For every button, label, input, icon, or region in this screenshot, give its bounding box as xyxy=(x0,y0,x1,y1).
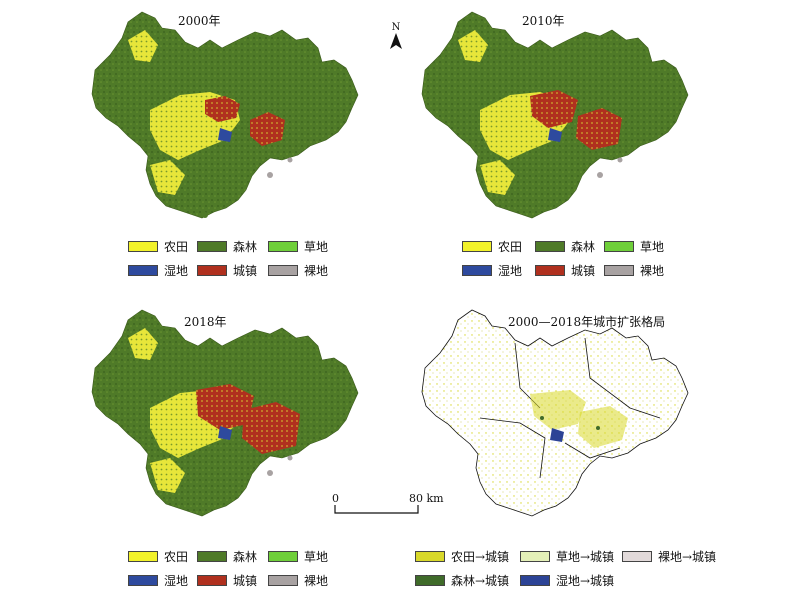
landcover-map-2010 xyxy=(421,11,689,219)
legend-swatch xyxy=(462,241,492,252)
legend-item-barren-to-urban: 裸地→城镇 xyxy=(622,548,716,565)
scale-bar-line xyxy=(334,505,419,514)
legend-item-urban: 城镇 xyxy=(535,262,595,279)
legend-item-barren: 裸地 xyxy=(604,262,664,279)
legend-item-wetland: 湿地 xyxy=(128,572,188,589)
legend-swatch xyxy=(604,241,634,252)
legend-swatch xyxy=(535,241,565,252)
legend-item-forest: 森林 xyxy=(197,548,257,565)
legend-item-grassland-to-urban: 草地→城镇 xyxy=(520,548,614,565)
legend-item-forest-to-urban: 森林→城镇 xyxy=(415,572,509,589)
landcover-map-2018 xyxy=(91,309,359,517)
map-title-2010: 2010年 xyxy=(522,14,565,28)
legend-item-forest: 森林 xyxy=(197,238,257,255)
scale-start-label: 0 xyxy=(332,492,339,505)
legend-swatch xyxy=(535,265,565,276)
legend-swatch xyxy=(268,265,298,276)
map-title-2018: 2018年 xyxy=(184,315,227,329)
landcover-map-2000 xyxy=(91,11,359,219)
legend-swatch xyxy=(520,575,550,586)
legend-item-wetland: 湿地 xyxy=(128,262,188,279)
north-arrow: N xyxy=(388,22,404,54)
expansion-map xyxy=(421,309,689,517)
legend-item-farmland-to-urban: 农田→城镇 xyxy=(415,548,509,565)
legend-swatch xyxy=(197,551,227,562)
legend-swatch xyxy=(622,551,652,562)
legend-item-farmland: 农田 xyxy=(128,238,188,255)
legend-item-grassland: 草地 xyxy=(268,238,328,255)
legend-swatch xyxy=(128,265,158,276)
legend-item-grassland: 草地 xyxy=(268,548,328,565)
legend-swatch xyxy=(462,265,492,276)
north-label: N xyxy=(391,22,401,33)
map-title-2000: 2000年 xyxy=(178,14,221,28)
legend-item-farmland: 农田 xyxy=(128,548,188,565)
legend-item-wetland-to-urban: 湿地→城镇 xyxy=(520,572,614,589)
legend-swatch xyxy=(268,551,298,562)
legend-swatch xyxy=(128,551,158,562)
scale-end-label: 80 km xyxy=(409,492,444,505)
legend-swatch xyxy=(415,575,445,586)
legend-item-barren: 裸地 xyxy=(268,262,328,279)
legend-swatch xyxy=(268,241,298,252)
legend-swatch xyxy=(197,241,227,252)
legend-swatch xyxy=(128,575,158,586)
legend-item-grassland: 草地 xyxy=(604,238,664,255)
legend-item-urban: 城镇 xyxy=(197,262,257,279)
legend-swatch xyxy=(604,265,634,276)
legend-swatch xyxy=(197,265,227,276)
legend-item-forest: 森林 xyxy=(535,238,595,255)
legend-swatch xyxy=(415,551,445,562)
north-arrow-icon xyxy=(390,33,402,49)
legend-item-urban: 城镇 xyxy=(197,572,257,589)
legend-item-wetland: 湿地 xyxy=(462,262,522,279)
legend-swatch xyxy=(268,575,298,586)
legend-swatch xyxy=(128,241,158,252)
legend-item-barren: 裸地 xyxy=(268,572,328,589)
legend-item-farmland: 农田 xyxy=(462,238,522,255)
legend-swatch xyxy=(520,551,550,562)
legend-swatch xyxy=(197,575,227,586)
map-title-expansion: 2000—2018年城市扩张格局 xyxy=(508,315,666,329)
